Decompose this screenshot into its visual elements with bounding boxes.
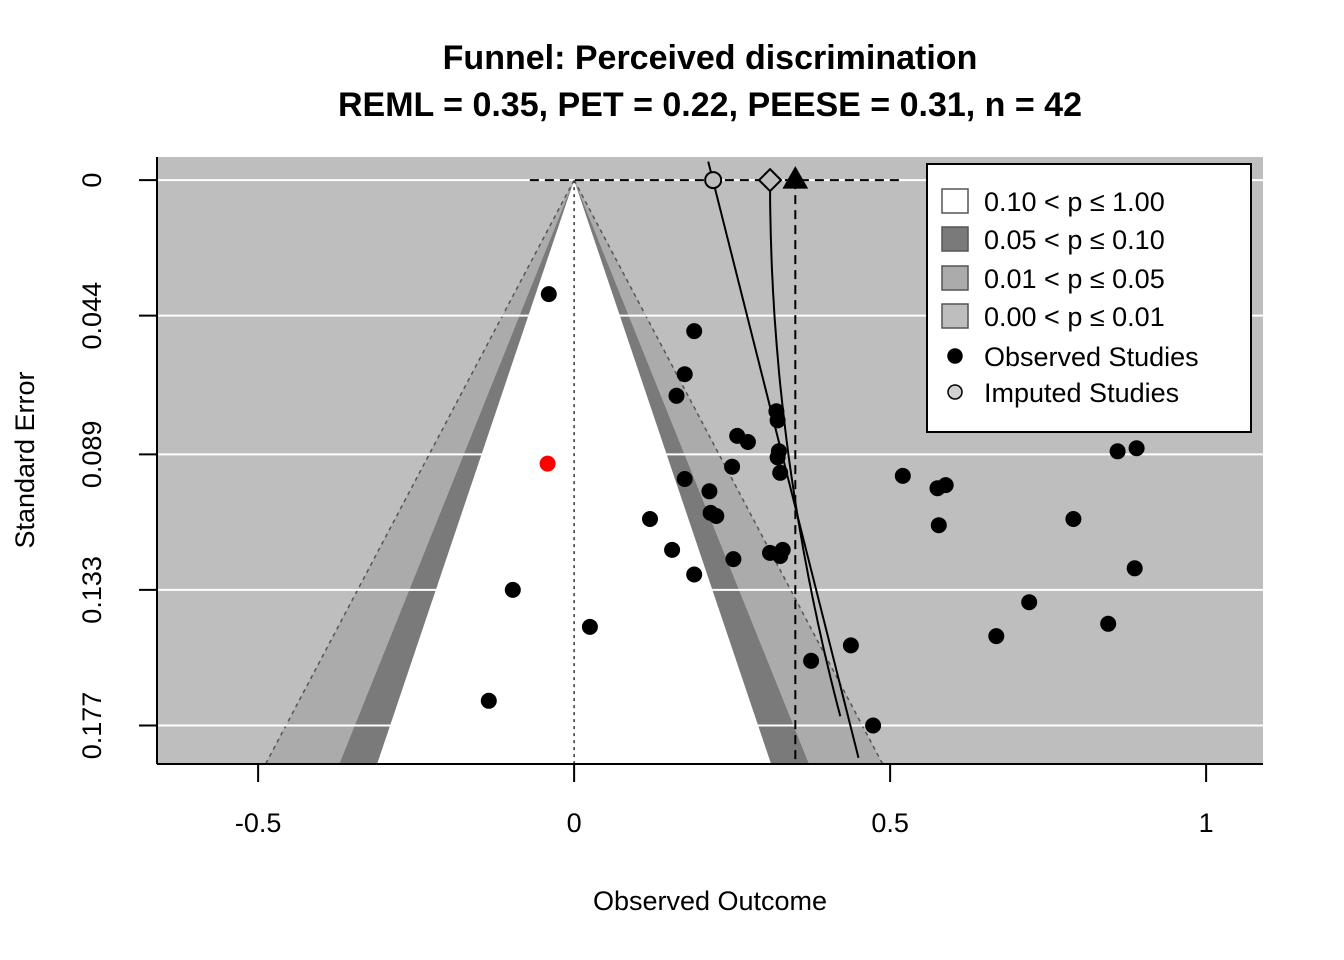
- legend: 0.10 < p ≤ 1.00 0.05 < p ≤ 0.10 0.01 < p ≤…: [926, 163, 1252, 433]
- legend-swatch: [941, 265, 969, 291]
- highlighted-study-point: [539, 455, 556, 472]
- study-point: [842, 637, 859, 654]
- study-point: [708, 508, 725, 524]
- study-point: [504, 581, 521, 598]
- legend-label: 0.00 < p ≤ 0.01: [984, 302, 1165, 332]
- study-point: [686, 323, 703, 340]
- contour-edge-left: [264, 179, 575, 765]
- legend-swatch: [941, 188, 969, 214]
- study-point: [1128, 440, 1145, 457]
- chart-title: Funnel: Perceived discrimination: [443, 39, 978, 77]
- study-point: [988, 628, 1005, 645]
- x-axis-ticks: -0.5 0 0.5 1: [235, 764, 1214, 838]
- legend-label: Observed Studies: [984, 342, 1199, 372]
- pet-estimate-marker: [704, 171, 723, 190]
- study-point: [1109, 443, 1126, 460]
- study-point: [724, 458, 741, 475]
- x-tick-label: 1: [1199, 808, 1214, 838]
- y-axis-label: Standard Error: [10, 371, 40, 548]
- study-point: [930, 517, 947, 534]
- legend-swatch: [941, 303, 969, 329]
- study-point: [1065, 511, 1082, 527]
- peese-estimate-marker: [757, 167, 783, 193]
- x-tick-label: -0.5: [235, 808, 282, 838]
- study-point: [676, 471, 693, 487]
- y-tick-label: 0.044: [77, 282, 107, 350]
- chart-subtitle: REML = 0.35, PET = 0.22, PEESE = 0.31, n…: [338, 86, 1082, 124]
- x-tick-label: 0.5: [871, 808, 909, 838]
- y-tick-label: 0: [77, 173, 107, 188]
- study-point: [803, 652, 820, 669]
- y-tick-label: 0.089: [77, 421, 107, 489]
- peese-curve: [769, 180, 842, 717]
- study-point: [1126, 560, 1143, 577]
- study-point: [865, 717, 882, 734]
- study-point: [664, 541, 681, 558]
- study-points: [480, 286, 1145, 734]
- study-point: [701, 483, 718, 500]
- legend-label: 0.05 < p ≤ 0.10: [984, 225, 1165, 255]
- legend-marker: [947, 348, 963, 364]
- study-point: [668, 387, 685, 404]
- study-point: [581, 618, 598, 635]
- study-point: [1021, 594, 1038, 611]
- contour-band-3: [377, 180, 772, 765]
- y-axis-ticks: 0 0.044 0.089 0.133 0.177: [77, 173, 157, 760]
- study-point: [769, 412, 786, 429]
- legend-label: Imputed Studies: [984, 378, 1179, 408]
- legend-box: [926, 163, 1252, 433]
- legend-swatch: [941, 226, 969, 252]
- legend-marker: [947, 384, 963, 400]
- study-point: [769, 449, 786, 466]
- significance-contours: [264, 179, 884, 765]
- study-point: [772, 548, 789, 564]
- y-tick-label: 0.133: [77, 556, 107, 624]
- axes: [156, 157, 1263, 765]
- x-axis-label: Observed Outcome: [593, 886, 827, 916]
- study-point: [1100, 615, 1117, 632]
- study-point: [540, 286, 557, 303]
- y-tick-label: 0.177: [77, 692, 107, 760]
- study-point: [725, 551, 742, 568]
- study-point: [937, 477, 954, 494]
- study-point: [480, 692, 497, 709]
- study-point: [772, 464, 789, 481]
- legend-label: 0.01 < p ≤ 0.05: [984, 264, 1165, 294]
- study-point: [686, 566, 703, 583]
- x-tick-label: 0: [567, 808, 582, 838]
- estimate-markers: [704, 166, 809, 193]
- study-point: [642, 511, 658, 527]
- study-point: [676, 366, 693, 383]
- study-point: [739, 434, 756, 450]
- reml-estimate-marker: [782, 166, 809, 189]
- study-point: [894, 467, 911, 484]
- legend-label: 0.10 < p ≤ 1.00: [984, 187, 1165, 217]
